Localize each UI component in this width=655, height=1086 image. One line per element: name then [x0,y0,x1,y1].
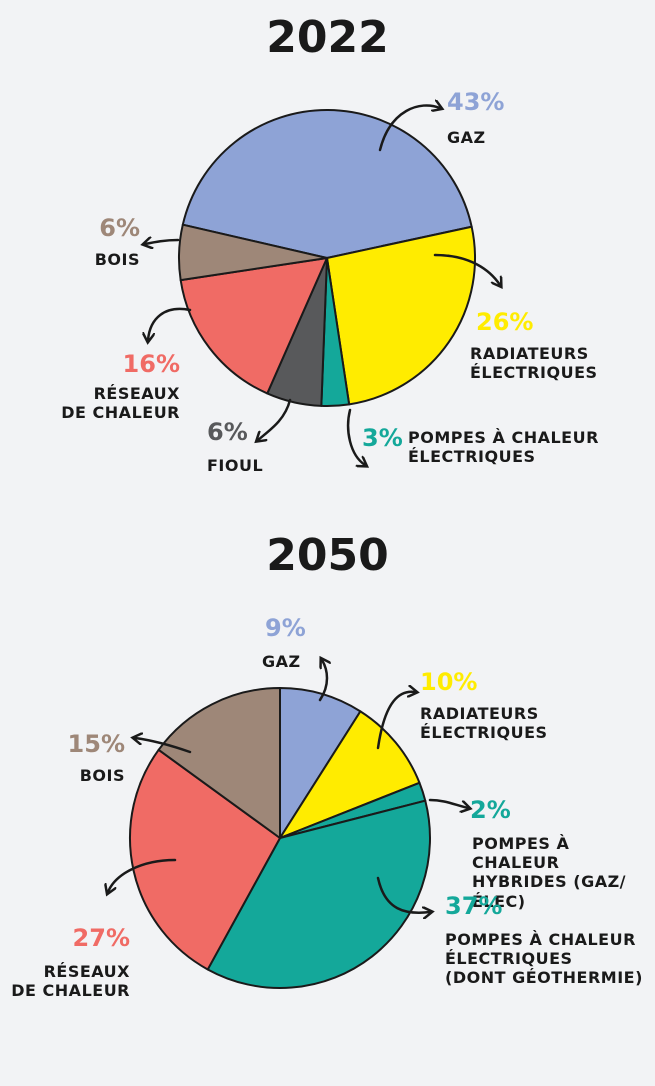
value-label: 15% [67,730,125,758]
arrow [378,105,440,152]
pie-slice [178,223,328,282]
value-label: 43% [447,88,505,116]
category-label: BOIS [94,250,140,269]
value-label: 2% [470,796,511,824]
pie-slice [157,687,281,839]
chart-title: 2050 [266,530,389,581]
pie-slice [279,710,421,839]
arrow [346,408,365,465]
value-label: 10% [420,668,478,696]
pie-slice [179,257,328,395]
arrow [148,307,192,340]
category-label: POMPES À CHALEUR ÉLECTRIQUES [408,428,599,467]
value-label: 9% [265,614,306,642]
value-label: 6% [207,418,248,446]
category-label: GAZ [447,128,486,147]
value-label: 3% [362,424,403,452]
pie-slice [181,109,473,259]
category-label: FIOUL [207,456,264,475]
category-label: RADIATEURS ÉLECTRIQUES [470,344,598,383]
arrow [428,798,468,808]
category-label: RÉSEAUX DE CHALEUR [61,384,180,423]
category-label: RÉSEAUX DE CHALEUR [11,962,130,1001]
arrow [258,398,292,440]
pie-slice [279,687,362,839]
category-label: GAZ [262,652,301,671]
category-label: POMPES À CHALEUR ÉLECTRIQUES (DONT GÉOTH… [445,930,643,988]
category-label: POMPES À CHALEUR HYBRIDES (GAZ/ÉLEC) [472,834,627,911]
value-label: 6% [99,214,140,242]
pie-slice [206,799,431,989]
chart-title: 2022 [266,12,389,63]
pie-slice [129,748,281,971]
category-label: BOIS [79,766,125,785]
pie-slice [326,225,476,406]
arrow [145,240,180,244]
value-label: 26% [476,308,534,336]
value-label: 27% [72,924,130,952]
category-label: RADIATEURS ÉLECTRIQUES [420,704,548,743]
arrow [318,660,327,702]
value-label: 37% [445,892,503,920]
arrow [135,738,192,754]
value-label: 16% [122,350,180,378]
arrow [108,858,177,892]
arrow [376,876,430,913]
arrow [376,692,415,750]
arrow [433,253,500,285]
